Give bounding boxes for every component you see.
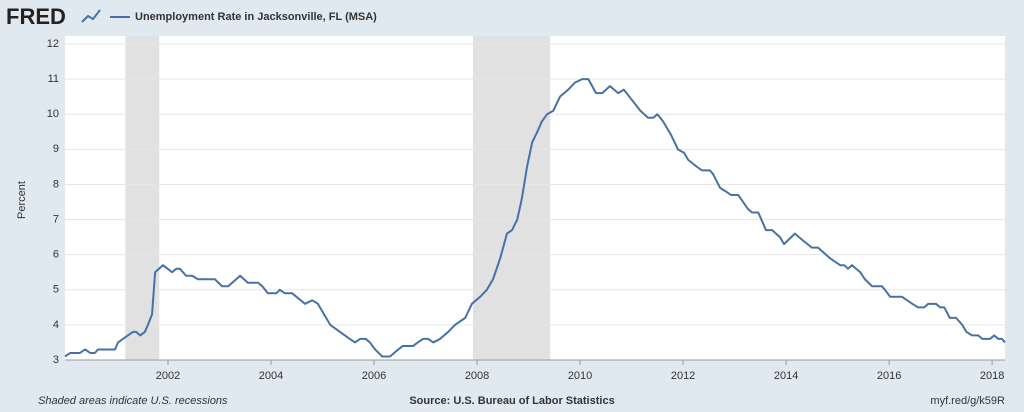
y-tick-label: 5	[53, 284, 59, 296]
line	[64, 78, 1006, 358]
logo: FRED	[6, 4, 66, 29]
x-tick-label: 2004	[259, 370, 283, 382]
y-tick-label: 7	[53, 213, 59, 225]
x-tick-label: 2002	[156, 370, 180, 382]
legend-label: Unemployment Rate in Jacksonville, FL (M…	[135, 11, 377, 23]
y-tick-label: 9	[53, 143, 59, 155]
y-tick-label: 3	[53, 354, 59, 366]
y-axis-label: Percent	[16, 181, 28, 219]
y-tick-label: 4	[53, 319, 59, 331]
source: Source: U.S. Bureau of Labor Statistics	[409, 395, 614, 407]
recession-band	[125, 36, 160, 360]
recession-band	[472, 36, 551, 360]
y-tick-label: 11	[48, 73, 59, 85]
x-tick-label: 2016	[877, 370, 901, 382]
link: myf.red/g/k59R	[930, 395, 1005, 407]
x-tick-label: 2018	[980, 370, 1004, 382]
x-tick-label: 2012	[671, 370, 695, 382]
x-tick-label: 2006	[362, 370, 386, 382]
footer-note: Shaded areas indicate U.S. recessions	[38, 395, 228, 407]
logo-icon	[81, 9, 101, 23]
x-tick-label: 2014	[774, 370, 798, 382]
y-tick-label: 12	[47, 38, 59, 50]
y-tick-label: 6	[53, 249, 59, 261]
x-tick-label: 2008	[465, 370, 489, 382]
y-tick-label: 8	[53, 178, 59, 190]
y-tick-label: 10	[47, 108, 59, 120]
x-tick-label: 2010	[568, 370, 592, 382]
